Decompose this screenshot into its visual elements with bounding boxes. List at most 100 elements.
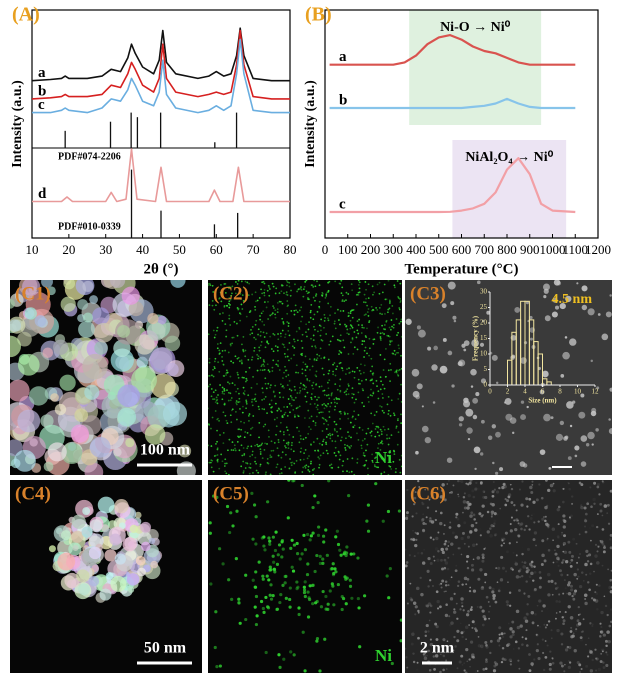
element-signal (310, 303, 313, 306)
atom (569, 630, 573, 633)
element-signal (388, 307, 391, 310)
element-signal (395, 318, 398, 320)
atom (607, 639, 611, 644)
element-signal (286, 300, 289, 302)
element-signal (216, 402, 219, 405)
element-signal (307, 432, 310, 435)
atom (491, 587, 495, 592)
element-signal (334, 374, 337, 377)
element-signal (365, 378, 368, 381)
particle (89, 436, 111, 458)
atom (540, 496, 544, 500)
particle (565, 295, 572, 303)
element-signal (323, 313, 326, 316)
element-signal (386, 454, 389, 457)
particle (590, 359, 593, 363)
element-signal (264, 650, 268, 655)
particle (482, 319, 485, 323)
element-signal (348, 372, 351, 374)
atom (477, 487, 480, 490)
element-signal (366, 467, 369, 470)
element-signal (271, 282, 274, 285)
atom (461, 635, 464, 639)
element-signal (287, 443, 290, 446)
element-signal (287, 304, 289, 307)
x-tick-label: 1200 (585, 242, 611, 257)
element-signal (379, 337, 382, 340)
atom (580, 571, 584, 574)
element-signal (364, 346, 367, 349)
element-signal (267, 284, 270, 287)
series-label: a (38, 65, 46, 81)
element-signal (288, 402, 291, 405)
element-signal (280, 468, 283, 470)
atom (455, 516, 458, 519)
element-signal (316, 280, 318, 283)
particle (441, 303, 447, 309)
element-signal (295, 371, 297, 374)
element-signal (318, 561, 322, 566)
element-signal (293, 414, 296, 416)
element-signal (235, 390, 238, 393)
element-signal (340, 412, 342, 415)
element-signal (334, 327, 337, 330)
element-signal (242, 286, 245, 289)
element-signal (387, 443, 390, 446)
x-tick-label: 10 (26, 242, 39, 257)
element-signal (347, 417, 350, 420)
atom (567, 665, 571, 669)
atom (496, 581, 499, 583)
particle (492, 461, 495, 465)
element-signal (351, 387, 354, 390)
atom (517, 647, 521, 650)
element-signal (335, 423, 338, 426)
particle (447, 350, 453, 356)
atom (543, 516, 545, 518)
element-signal (248, 472, 251, 475)
atom (413, 496, 417, 500)
atom (406, 602, 409, 605)
particle (590, 410, 597, 417)
element-signal (216, 460, 219, 463)
element-signal (271, 312, 274, 315)
atom (425, 604, 428, 608)
element-signal (398, 392, 401, 395)
element-signal (379, 339, 382, 342)
element-signal (286, 281, 289, 284)
element-signal (237, 428, 240, 431)
element-signal (257, 355, 260, 358)
atom (583, 593, 588, 598)
element-signal (289, 395, 292, 397)
element-signal (305, 572, 310, 577)
atom (506, 499, 510, 503)
atom (584, 600, 587, 603)
atom (543, 623, 546, 626)
atom (483, 491, 486, 493)
element-signal (227, 473, 230, 475)
atom (447, 556, 450, 559)
atom (542, 668, 546, 672)
atom (486, 501, 488, 503)
atom (470, 606, 473, 609)
element-signal (229, 298, 232, 301)
element-signal (315, 406, 318, 409)
element-signal (346, 412, 349, 415)
element-signal (282, 396, 285, 399)
atom (546, 523, 550, 527)
element-signal (278, 369, 281, 371)
atom (478, 512, 482, 516)
element-signal (342, 552, 346, 556)
atom (516, 541, 518, 544)
element-signal (315, 599, 319, 604)
element-signal (235, 403, 238, 406)
atom (557, 505, 561, 509)
element-signal (325, 449, 328, 452)
atom (535, 544, 537, 547)
atom (508, 591, 512, 595)
element-signal (262, 535, 266, 539)
element-signal (266, 461, 269, 464)
element-signal (310, 443, 312, 446)
atom (559, 611, 561, 613)
element-signal (305, 323, 308, 326)
atom (525, 629, 528, 632)
